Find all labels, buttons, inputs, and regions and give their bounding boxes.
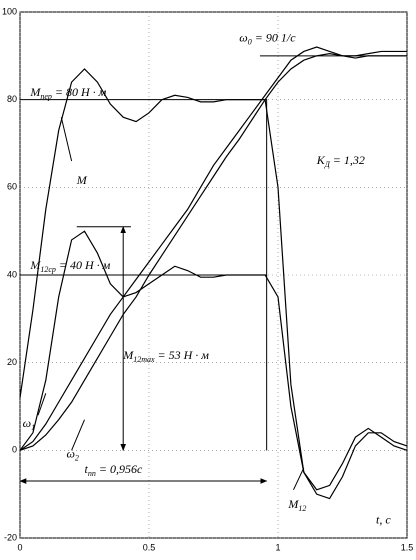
annotation-part: 0	[248, 38, 252, 47]
annotation-part: 2	[75, 454, 79, 463]
annotation-part: 12	[298, 504, 306, 513]
annotation: M12	[287, 497, 306, 514]
annotation-part: ω	[239, 30, 247, 44]
y-tick-label: 100	[2, 6, 17, 16]
x-tick-label: 1.5	[401, 542, 414, 552]
annotation: Mпер = 80 H · м	[29, 85, 106, 102]
y-tick-label: 60	[7, 182, 17, 192]
annotation: tпп = 0,956c	[85, 462, 143, 479]
y-tick-label: 80	[7, 94, 17, 104]
annotation-part: 12ср	[40, 266, 56, 275]
annotation-part: t	[85, 462, 89, 476]
annotation: M12ср = 40 H · м	[29, 258, 110, 275]
annotation: ω0 = 90 1/c	[239, 30, 296, 47]
annotation-part: ω	[66, 446, 74, 460]
annotation-part: M	[287, 497, 299, 511]
annotation-part: = 53 H · м	[155, 348, 210, 362]
annotation-part: M	[76, 173, 88, 187]
y-tick-label: 40	[7, 269, 17, 279]
reference-line	[71, 419, 85, 451]
annotation-part: Д	[324, 160, 331, 169]
series-line	[19, 230, 408, 491]
annotation-part: t, c	[376, 512, 391, 526]
y-tick-label: -20	[4, 532, 17, 542]
x-tick-label: 1	[275, 542, 280, 552]
annotation-part: = 1,32	[330, 153, 365, 167]
annotation-part: M	[29, 258, 41, 272]
reference-line	[37, 393, 47, 416]
annotation-part: = 0,956c	[96, 462, 143, 476]
annotation: t, c	[376, 512, 391, 526]
annotation: ω1	[23, 416, 35, 433]
reference-line	[293, 467, 305, 490]
annotation-part: = 40 H · м	[56, 258, 111, 272]
annotation-part: 12max	[133, 355, 155, 364]
reference-line	[20, 99, 268, 451]
annotation: KД = 1,32	[316, 153, 365, 170]
annotation: M12max = 53 H · м	[122, 348, 209, 365]
annotation-part: 1	[31, 423, 35, 432]
y-tick-label: 0	[12, 445, 17, 455]
annotation-part: = 80 H · м	[52, 85, 107, 99]
annotation: M	[76, 173, 88, 187]
annotation-part: пер	[40, 92, 52, 101]
annotation-part: пп	[88, 469, 96, 478]
series-line	[19, 68, 408, 500]
annotation-part: = 90 1/c	[252, 30, 296, 44]
annotation-part: M	[29, 85, 41, 99]
annotation: ω2	[66, 446, 78, 463]
x-tick-label: 0	[17, 542, 22, 552]
annotation-part: K	[316, 153, 326, 167]
y-tick-label: 20	[7, 357, 17, 367]
reference-line	[60, 117, 73, 162]
annotation-part: M	[122, 348, 134, 362]
annotation-part: ω	[23, 416, 31, 430]
x-tick-label: 0.5	[143, 542, 156, 552]
